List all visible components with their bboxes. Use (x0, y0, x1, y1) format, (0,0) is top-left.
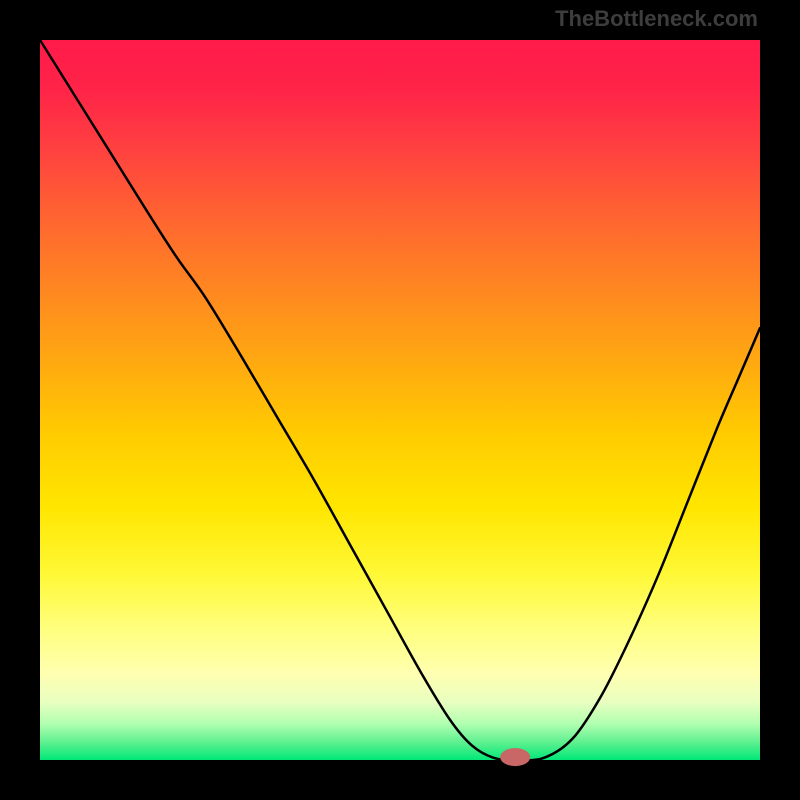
chart-container: TheBottleneck.com (0, 0, 800, 800)
watermark-text: TheBottleneck.com (555, 6, 758, 32)
optimal-point-marker (500, 748, 530, 766)
plot-gradient-area (40, 40, 760, 760)
bottleneck-chart (0, 0, 800, 800)
